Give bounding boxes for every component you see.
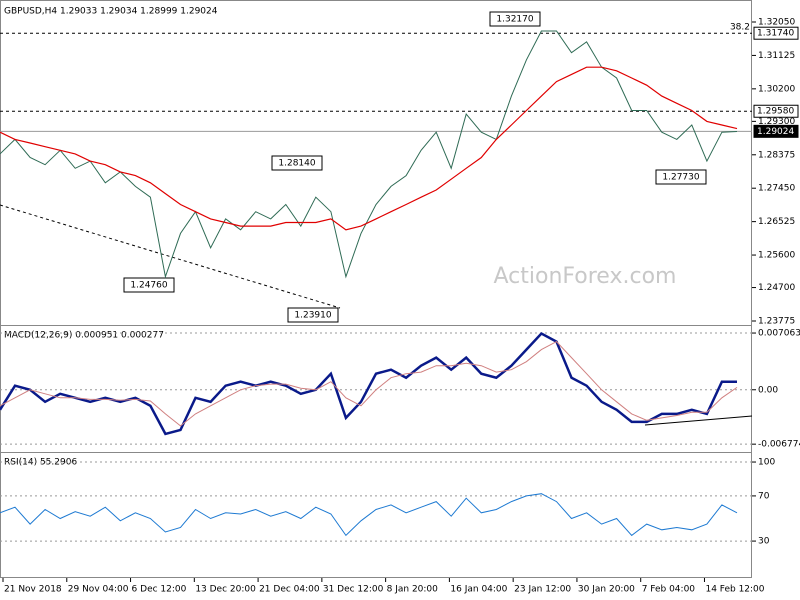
x-tick-label: 7 Feb 04:00 — [642, 585, 696, 595]
y-tick-label: 1.32050 — [758, 18, 795, 28]
annotation-box — [123, 277, 175, 293]
annotation: 1.27730 — [662, 173, 699, 183]
y-tick-label: 30 — [758, 537, 770, 547]
level-box — [753, 104, 799, 118]
annotation-box — [489, 11, 541, 27]
level-box — [753, 26, 799, 40]
y-tick-label: 1.29300 — [758, 117, 795, 127]
x-tick-label: 29 Nov 04:00 — [68, 585, 129, 595]
annotation: 1.28140 — [278, 159, 315, 169]
x-tick-label: 23 Jan 12:00 — [514, 585, 571, 595]
series-line — [0, 30, 738, 279]
y-tick-label: 1.25600 — [758, 251, 795, 261]
x-tick-label: 30 Jan 20:00 — [578, 585, 635, 595]
annotation-box — [271, 155, 323, 171]
x-tick-label: 21 Nov 2018 — [4, 585, 62, 595]
x-tick-label: 13 Dec 20:00 — [195, 585, 256, 595]
y-tick-label: 1.24700 — [758, 283, 795, 293]
level-label: 1.29024 — [757, 127, 794, 137]
x-tick-label: 6 Dec 12:00 — [132, 585, 187, 595]
y-tick-label: -0.006774 — [758, 440, 800, 450]
x-tick-label: 31 Dec 12:00 — [323, 585, 384, 595]
level-label: 1.31740 — [757, 29, 794, 39]
trend-line — [0, 204, 341, 309]
y-tick-label: 0.007063 — [758, 329, 800, 339]
series-line — [0, 66, 738, 231]
x-tick-label: 16 Jan 04:00 — [450, 585, 507, 595]
frame — [0, 0, 752, 578]
y-tick-label: 70 — [758, 491, 770, 501]
y-tick-label: 100 — [758, 458, 775, 468]
annotation: 1.24760 — [130, 281, 167, 291]
x-tick-label: 21 Dec 04:00 — [259, 585, 320, 595]
chart-title: GBPUSD,H4 1.29033 1.29034 1.28999 1.2902… — [4, 7, 218, 17]
annotation-box — [287, 307, 339, 323]
annotation-box — [655, 169, 707, 185]
y-tick-label: 1.31125 — [758, 51, 795, 61]
y-tick-label: 1.28375 — [758, 150, 795, 160]
y-tick-label: 1.26525 — [758, 217, 795, 227]
series-line — [0, 340, 738, 427]
macd-title: MACD(12,26,9) 0.000951 0.000277 — [4, 331, 164, 341]
y-tick-label: 1.23775 — [758, 316, 795, 326]
fib-label: 38.2 — [730, 23, 750, 33]
watermark: ActionForex.com — [494, 264, 677, 289]
trend-line — [644, 415, 753, 426]
x-tick-label: 14 Feb 12:00 — [705, 585, 764, 595]
annotation: 1.23910 — [294, 311, 331, 321]
series-line — [0, 331, 737, 436]
annotation: 1.32170 — [496, 15, 533, 25]
level-label: 1.29580 — [757, 107, 794, 117]
series-line — [0, 493, 738, 537]
y-tick-label: 1.30200 — [758, 84, 795, 94]
y-tick-label: 1.27450 — [758, 184, 795, 194]
level-box — [753, 124, 799, 138]
y-tick-label: 0.00 — [758, 385, 778, 395]
x-tick-label: 8 Jan 20:00 — [387, 585, 439, 595]
